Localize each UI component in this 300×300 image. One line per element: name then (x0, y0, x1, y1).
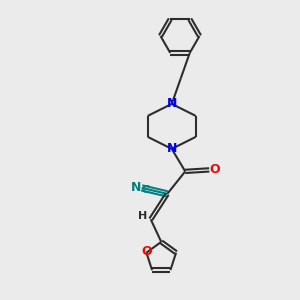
Text: O: O (209, 164, 220, 176)
Text: C: C (141, 185, 149, 195)
Text: H: H (138, 212, 147, 221)
Text: N: N (130, 182, 141, 194)
Text: N: N (167, 142, 177, 155)
Text: N: N (167, 98, 177, 110)
Text: O: O (141, 245, 152, 258)
